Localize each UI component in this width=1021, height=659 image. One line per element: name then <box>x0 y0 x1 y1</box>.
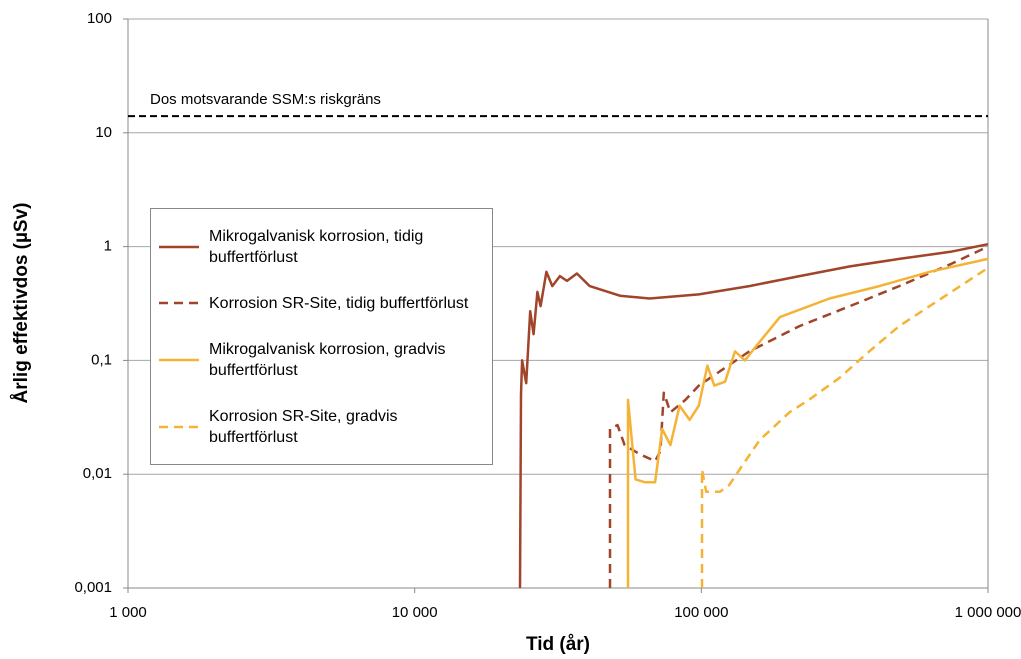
legend-label: Mikrogalvanisk korrosion, gradvis buffer… <box>209 340 446 379</box>
y-tick-label: 100 <box>87 10 112 27</box>
legend-label: Korrosion SR-Site, tidig buffertförlust <box>209 294 469 312</box>
y-tick-label: 0,1 <box>91 351 112 368</box>
legend-label: Korrosion SR-Site, gradvis buffertförlus… <box>209 407 398 446</box>
legend-item: Mikrogalvanisk korrosion, gradvis buffer… <box>151 339 492 381</box>
x-axis-title: Tid (år) <box>526 634 590 655</box>
legend-item: Korrosion SR-Site, gradvis buffertförlus… <box>151 406 492 448</box>
legend-swatch <box>159 245 199 248</box>
series-line <box>518 242 989 589</box>
legend-swatch <box>159 425 199 428</box>
series-line <box>700 266 989 588</box>
y-tick-label: 0,001 <box>74 579 112 596</box>
legend-label: Mikrogalvanisk korrosion, tidig buffertf… <box>209 227 424 266</box>
legend-swatch <box>159 358 199 361</box>
reference-label: Dos motsvarande SSM:s riskgräns <box>150 91 381 108</box>
legend-item: Korrosion SR-Site, tidig buffertförlust <box>151 293 492 314</box>
legend-swatch <box>159 301 199 305</box>
x-tick-label: 1 000 000 <box>955 604 1021 621</box>
legend-item: Mikrogalvanisk korrosion, tidig buffertf… <box>151 226 492 268</box>
y-tick-label: 1 <box>104 238 112 255</box>
y-tick-label: 10 <box>95 124 112 141</box>
legend: Mikrogalvanisk korrosion, tidig buffertf… <box>150 208 493 465</box>
x-tick-label: 10 000 <box>392 604 438 621</box>
y-tick-label: 0,01 <box>83 465 112 482</box>
y-axis-title: Årlig effektivdos (µSv) <box>11 203 32 404</box>
series-line <box>608 245 989 588</box>
x-tick-label: 100 000 <box>674 604 728 621</box>
series-line <box>626 257 989 588</box>
x-tick-label: 1 000 <box>109 604 147 621</box>
